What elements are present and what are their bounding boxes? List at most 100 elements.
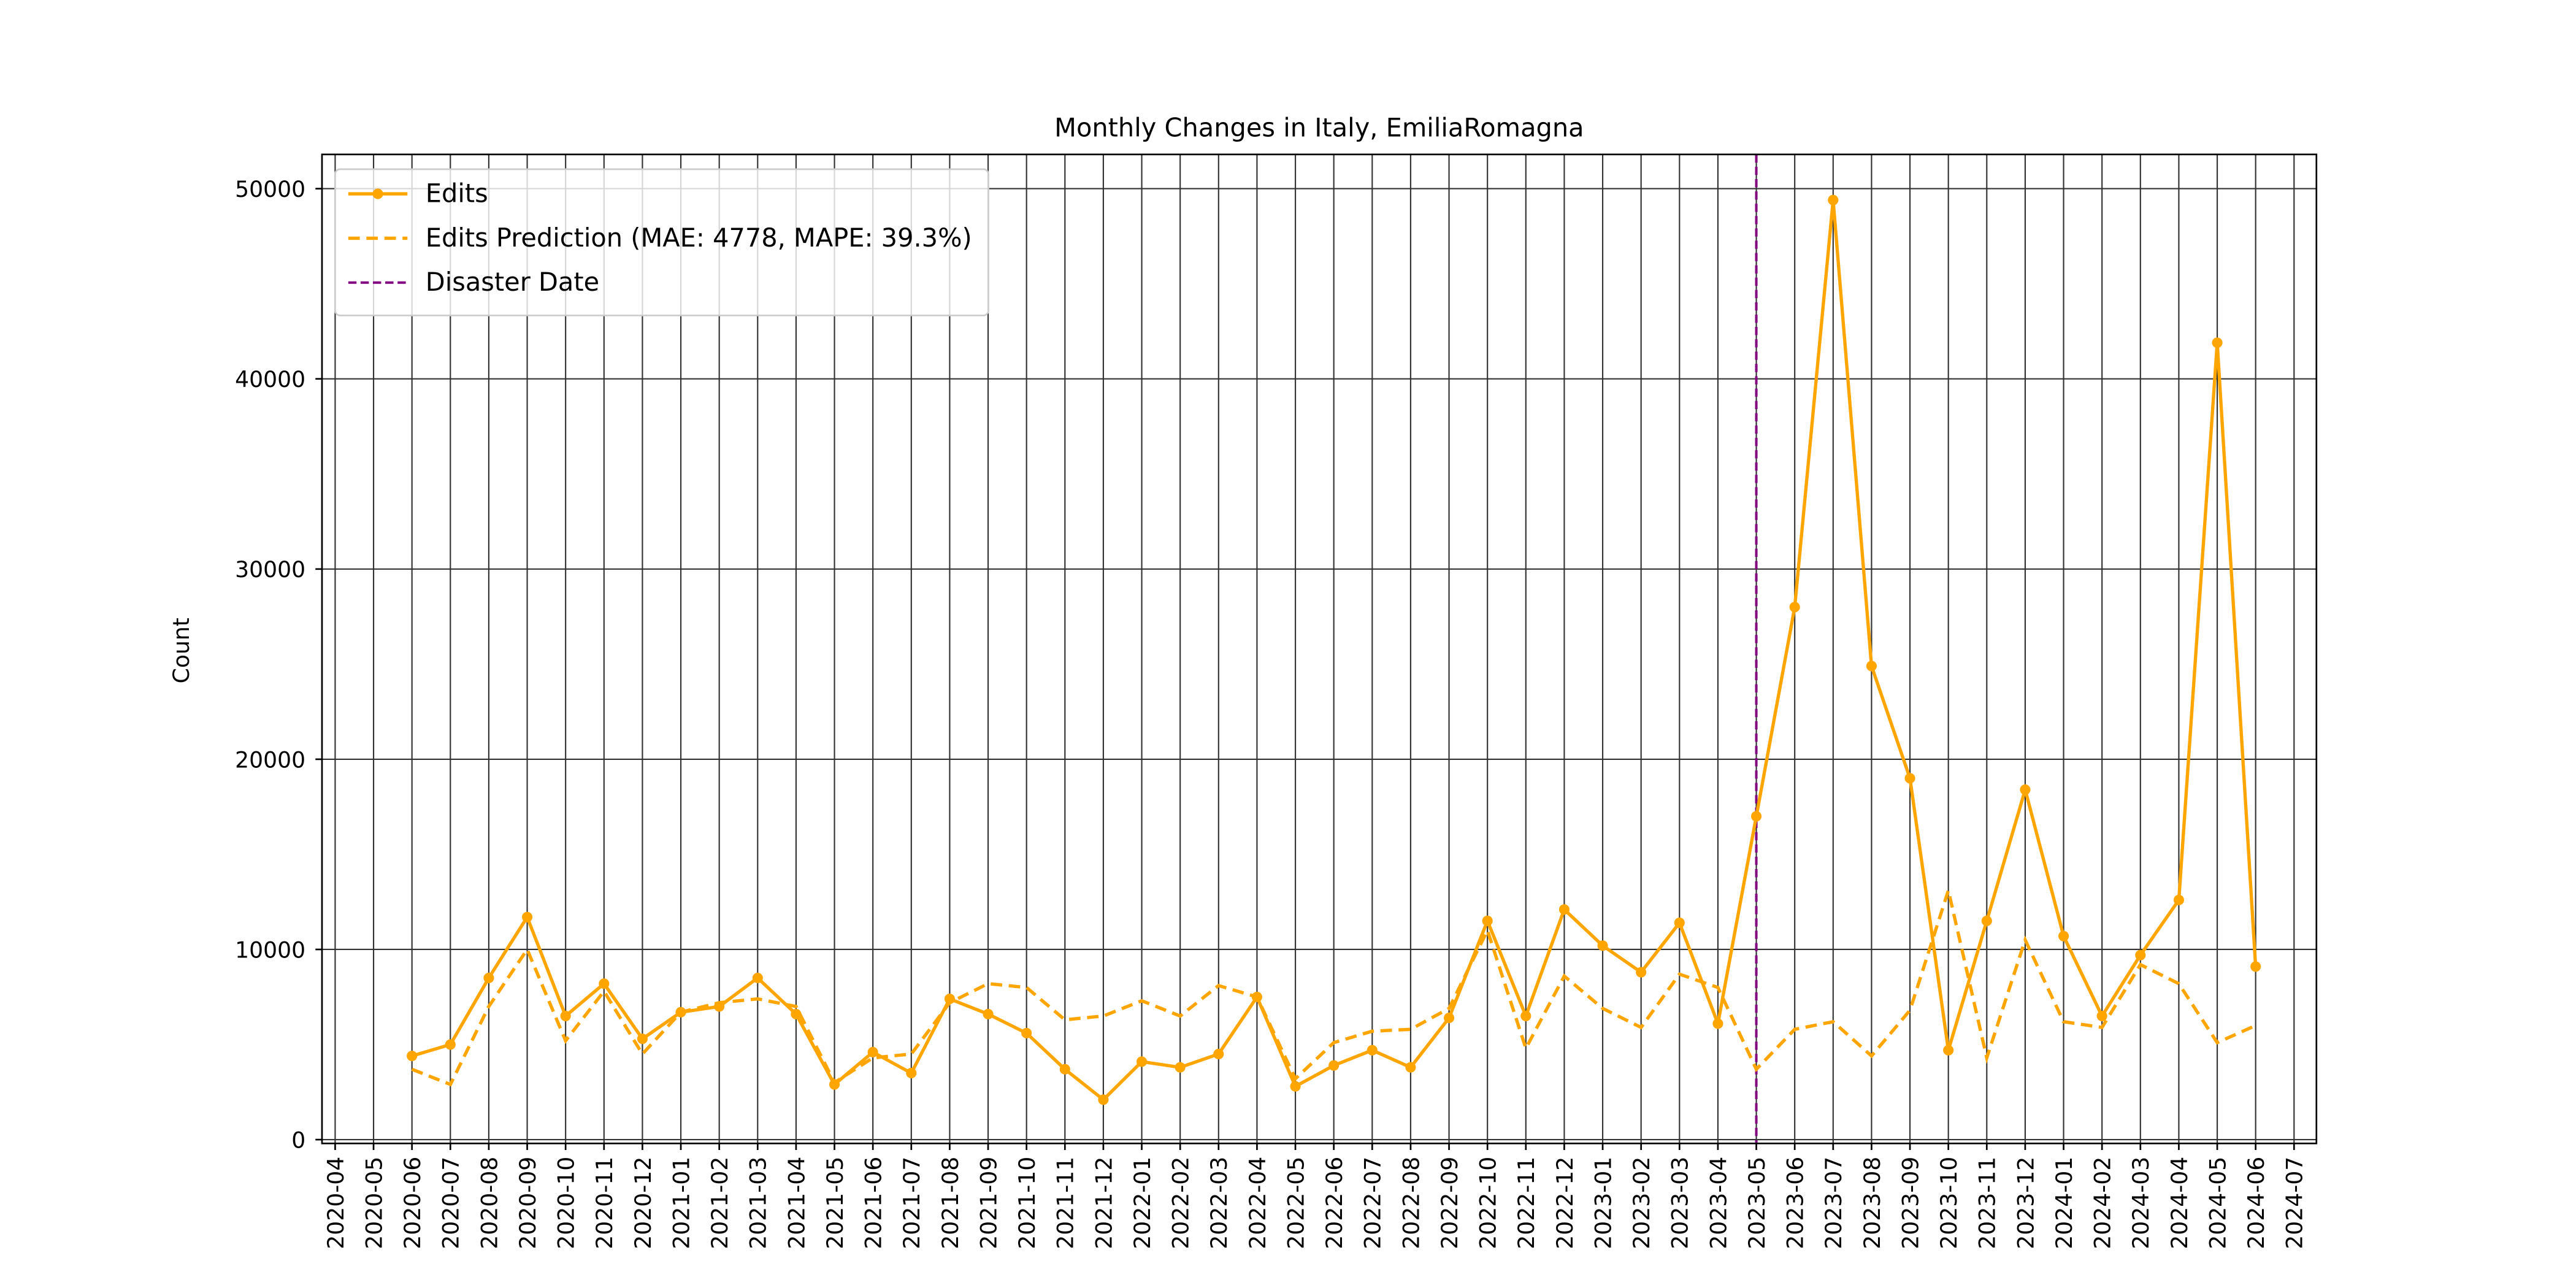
x-tick-label: 2020-07 — [438, 1157, 464, 1249]
data-point — [445, 1039, 456, 1050]
x-tick-label: 2021-10 — [1014, 1157, 1040, 1249]
x-tick-label: 2024-03 — [2128, 1157, 2154, 1249]
x-tick-label: 2022-11 — [1513, 1157, 1539, 1249]
legend-label: Edits Prediction (MAE: 4778, MAPE: 39.3%… — [426, 223, 972, 253]
x-tick-label: 2023-03 — [1667, 1157, 1693, 1249]
x-tick-label: 2021-01 — [668, 1157, 694, 1249]
data-point — [1328, 1060, 1340, 1071]
data-point — [2173, 894, 2185, 905]
x-tick-label: 2022-07 — [1360, 1157, 1386, 1249]
x-tick-label: 2021-11 — [1052, 1157, 1079, 1249]
x-tick-label: 2023-11 — [1974, 1157, 2001, 1249]
x-tick-label: 2022-10 — [1475, 1157, 1501, 1249]
y-tick-label: 10000 — [235, 937, 305, 963]
plot-frame — [321, 153, 2318, 1144]
data-point — [1136, 1056, 1148, 1067]
legend: Edits Edits Prediction (MAE: 4778, MAPE: … — [334, 168, 989, 316]
data-point — [944, 994, 956, 1005]
data-point — [637, 1033, 648, 1045]
x-tick-label: 2024-05 — [2204, 1157, 2231, 1249]
x-tick-label: 2022-06 — [1321, 1157, 1347, 1249]
data-point — [1789, 602, 1800, 613]
data-point — [2058, 930, 2069, 941]
x-tick-label: 2021-02 — [707, 1157, 733, 1249]
x-tick-label: 2023-02 — [1628, 1157, 1655, 1249]
x-tick-label: 2024-04 — [2166, 1157, 2193, 1249]
legend-label: Edits — [426, 178, 488, 208]
x-tick-label: 2020-04 — [323, 1157, 349, 1249]
x-tick-label: 2021-09 — [975, 1157, 1002, 1249]
x-tick-label: 2022-01 — [1129, 1157, 1156, 1249]
data-point — [560, 1010, 571, 1022]
y-tick-label: 0 — [291, 1127, 305, 1153]
data-point — [1098, 1094, 1109, 1105]
series-line — [411, 884, 2256, 1087]
x-tick-label: 2023-06 — [1782, 1157, 1809, 1249]
x-tick-label: 2020-05 — [361, 1157, 387, 1249]
chart-title: Monthly Changes in Italy, EmiliaRomagna — [1054, 112, 1584, 142]
data-point — [1443, 1013, 1455, 1024]
x-tick-label: 2021-12 — [1091, 1157, 1117, 1249]
y-tick-label: 20000 — [235, 746, 305, 773]
x-tick-label: 2020-08 — [476, 1157, 502, 1249]
data-point — [1021, 1027, 1032, 1039]
x-tick-label: 2022-05 — [1282, 1157, 1309, 1249]
x-tick-label: 2024-06 — [2243, 1157, 2269, 1249]
legend-marker — [372, 188, 383, 199]
data-point — [1981, 915, 1992, 927]
data-point — [1059, 1064, 1070, 1075]
data-point — [1213, 1048, 1224, 1060]
x-tick-label: 2023-10 — [1936, 1157, 1962, 1249]
x-tick-label: 2021-03 — [745, 1157, 772, 1249]
data-point — [1866, 661, 1877, 672]
x-tick-label: 2022-03 — [1206, 1157, 1232, 1249]
legend-label: Disaster Date — [426, 267, 599, 297]
plot-area — [407, 154, 2261, 1144]
data-point — [1597, 940, 1608, 951]
x-tick-label: 2023-08 — [1859, 1157, 1885, 1249]
x-tick-label: 2022-02 — [1168, 1157, 1194, 1249]
y-tick-label: 40000 — [235, 366, 305, 393]
data-point — [1828, 194, 1839, 205]
data-point — [1482, 915, 1493, 927]
data-point — [906, 1067, 917, 1079]
data-point — [1520, 1010, 1531, 1022]
data-point — [1405, 1062, 1416, 1073]
x-tick-label: 2021-04 — [783, 1157, 810, 1249]
x-tick-label: 2023-07 — [1820, 1157, 1847, 1249]
y-tick-label: 50000 — [235, 176, 305, 202]
x-tick-label: 2020-12 — [630, 1157, 656, 1249]
axes: 0 10000 20000 30000 40000 50000 2020-04 2020-05… — [235, 176, 2308, 1249]
data-point — [599, 978, 610, 989]
x-tick-label: 2022-08 — [1398, 1157, 1424, 1249]
x-tick-label: 2020-10 — [553, 1157, 580, 1249]
x-tick-label: 2020-09 — [515, 1157, 541, 1249]
x-tick-label: 2022-04 — [1244, 1157, 1271, 1249]
x-tick-label: 2023-01 — [1590, 1157, 1616, 1249]
x-tick-label: 2022-09 — [1436, 1157, 1463, 1249]
x-tick-label: 2021-08 — [937, 1157, 964, 1249]
data-point — [483, 972, 494, 984]
data-point — [1367, 1045, 1378, 1056]
data-point — [407, 1051, 418, 1062]
y-axis-label: Count — [168, 618, 194, 683]
x-tick-label: 2023-09 — [1897, 1157, 1923, 1249]
data-point — [2250, 961, 2261, 972]
data-point — [1943, 1045, 1954, 1056]
data-point — [983, 1008, 994, 1019]
x-tick-label: 2023-04 — [1705, 1157, 1731, 1249]
data-point — [2135, 949, 2146, 960]
legend-box — [334, 168, 989, 316]
data-point — [2212, 337, 2223, 348]
data-point — [1904, 773, 1915, 784]
data-point — [1712, 1018, 1723, 1029]
data-point — [1175, 1062, 1186, 1073]
x-tick-label: 2021-05 — [822, 1157, 848, 1249]
x-tick-label: 2020-11 — [591, 1157, 618, 1249]
x-tick-label: 2021-06 — [861, 1157, 887, 1249]
data-point — [1290, 1081, 1301, 1092]
data-point — [1558, 904, 1570, 915]
x-tick-label: 2020-06 — [399, 1157, 426, 1249]
data-point — [2020, 784, 2031, 795]
